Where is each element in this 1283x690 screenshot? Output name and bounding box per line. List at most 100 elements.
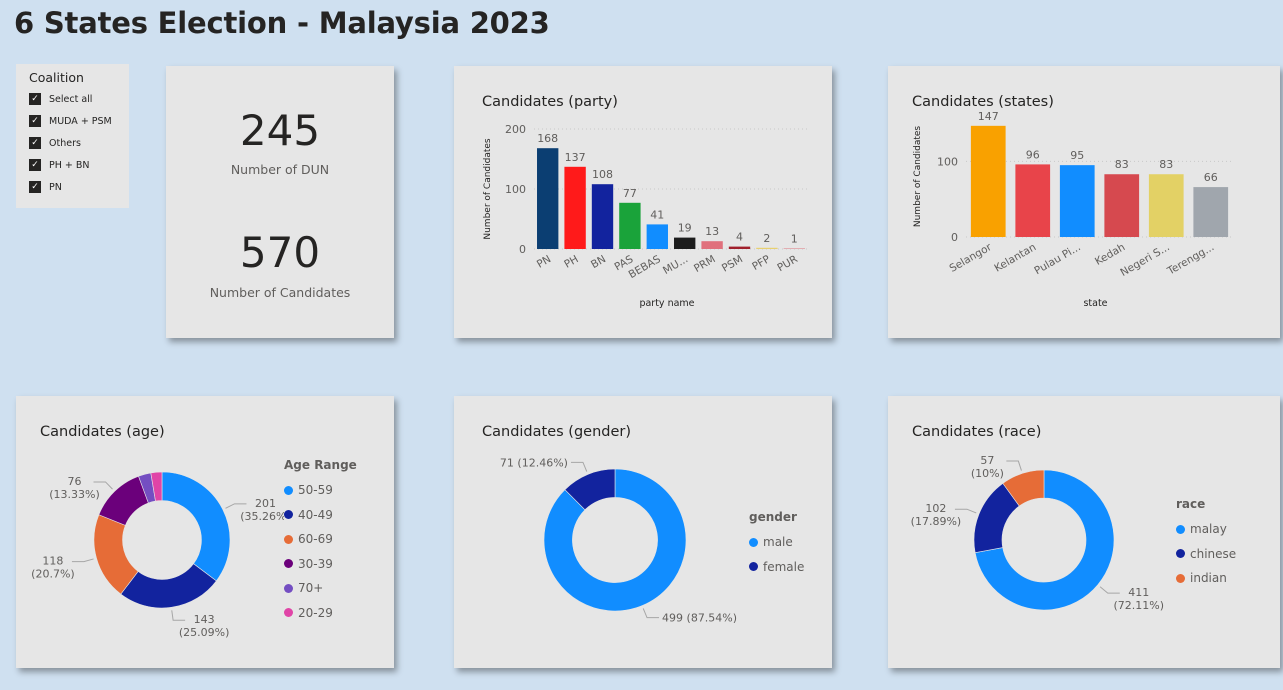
checkbox-checked-icon[interactable]: ✓ — [29, 115, 41, 127]
legend-label: 20-29 — [298, 605, 333, 620]
bar[interactable] — [619, 202, 641, 249]
bar[interactable] — [1059, 165, 1095, 237]
leader-line — [1099, 586, 1120, 594]
bar[interactable] — [537, 148, 559, 249]
leader-line — [642, 608, 660, 619]
x-tick-label: Negeri S... — [1118, 241, 1171, 279]
legend-dot-icon — [284, 510, 293, 520]
legend-dot-icon — [284, 485, 293, 495]
slicer-item-pn[interactable]: ✓ PN — [29, 178, 62, 196]
x-tick-label: PH — [562, 253, 580, 271]
data-label: 13 — [705, 225, 719, 238]
legend-label: malay — [1190, 522, 1227, 537]
bar[interactable] — [728, 246, 751, 249]
legend-dot-icon — [1176, 549, 1185, 559]
legend-dot-icon — [284, 534, 293, 544]
checkbox-checked-icon[interactable]: ✓ — [29, 159, 41, 171]
legend-item[interactable]: chinese — [1176, 542, 1236, 567]
slicer-item-ph-bn[interactable]: ✓ PH + BN — [29, 156, 90, 174]
slice-percent-label: (20.7%) — [31, 568, 75, 581]
chart-title: Candidates (gender) — [482, 424, 632, 440]
data-label: 66 — [1204, 171, 1218, 184]
bar[interactable] — [591, 184, 614, 249]
bar[interactable] — [674, 237, 696, 249]
checkbox-checked-icon[interactable]: ✓ — [29, 93, 41, 105]
slicer-title: Coalition — [29, 70, 84, 85]
checkbox-checked-icon[interactable]: ✓ — [29, 181, 41, 193]
donut-slice[interactable] — [564, 468, 616, 511]
legend-item[interactable]: 70+ — [284, 576, 357, 601]
candidate-count-label: Number of Candidates — [209, 285, 351, 300]
race-legend: race malay chinese indian — [1176, 497, 1236, 591]
bar[interactable] — [1015, 164, 1051, 237]
slicer-item-others[interactable]: ✓ Others — [29, 134, 81, 152]
x-tick-label: Kedah — [1093, 241, 1127, 268]
donut-slice[interactable] — [161, 471, 231, 582]
legend-dot-icon — [284, 559, 293, 569]
data-label: 83 — [1115, 158, 1129, 171]
legend-label: 40-49 — [298, 507, 333, 522]
legend-dot-icon — [1176, 573, 1185, 583]
legend-item[interactable]: indian — [1176, 566, 1236, 591]
bar[interactable] — [756, 247, 778, 249]
slice-percent-label: (72.11%) — [1114, 599, 1165, 612]
dun-count-value: 245 — [239, 106, 321, 155]
slice-value-label: 201 — [255, 497, 276, 510]
data-label: 83 — [1159, 158, 1173, 171]
legend-item[interactable]: 40-49 — [284, 503, 357, 528]
kpi-card: 245 Number of DUN 570 Number of Candidat… — [166, 66, 394, 338]
slicer-item-muda-psm[interactable]: ✓ MUDA + PSM — [29, 112, 112, 130]
legend-item[interactable]: 30-39 — [284, 552, 357, 577]
legend-dot-icon — [1176, 524, 1185, 534]
legend-label: chinese — [1190, 546, 1237, 561]
bar[interactable] — [1193, 187, 1229, 237]
slicer-item-label: Others — [49, 137, 81, 149]
legend-label: indian — [1190, 571, 1227, 586]
slicer-item-select-all[interactable]: ✓ Select all — [29, 90, 92, 108]
slice-value-label: 57 — [980, 454, 994, 467]
legend-item[interactable]: female — [749, 555, 804, 580]
legend-dot-icon — [749, 537, 758, 547]
x-tick-label: PRM — [692, 253, 718, 275]
legend-item[interactable]: 20-29 — [284, 601, 357, 626]
slicer-item-label: PH + BN — [49, 159, 90, 171]
x-tick-label: PFP — [750, 253, 772, 273]
candidate-count-value: 570 — [239, 228, 321, 277]
data-label: 77 — [623, 187, 637, 200]
x-tick-label: PUR — [775, 253, 799, 274]
donut-slice[interactable] — [150, 471, 163, 502]
x-axis-title: state — [1083, 298, 1107, 309]
y-tick-label: 0 — [951, 231, 958, 244]
donut-slice[interactable] — [974, 469, 1115, 611]
x-axis-title: party name — [639, 298, 694, 309]
leader-line — [71, 558, 94, 563]
legend-title: race — [1176, 497, 1206, 511]
legend-label: 30-39 — [298, 556, 333, 571]
legend-label: 50-59 — [298, 483, 333, 498]
legend-dot-icon — [284, 608, 293, 618]
chart-title: Candidates (states) — [912, 94, 1054, 110]
bar[interactable] — [564, 166, 586, 249]
slice-percent-label: (10%) — [971, 467, 1004, 480]
data-label: 96 — [1026, 148, 1040, 161]
bar[interactable] — [1148, 174, 1184, 237]
bar[interactable] — [783, 248, 805, 249]
legend-dot-icon — [284, 583, 293, 593]
bar[interactable] — [646, 224, 668, 249]
legend-item[interactable]: 50-59 — [284, 478, 357, 503]
bar[interactable] — [970, 125, 1006, 237]
legend-item[interactable]: malay — [1176, 517, 1236, 542]
slice-value-label: 118 — [42, 555, 63, 568]
checkbox-checked-icon[interactable]: ✓ — [29, 137, 41, 149]
bar[interactable] — [701, 241, 723, 249]
data-label: 19 — [678, 222, 692, 235]
legend-item[interactable]: 60-69 — [284, 527, 357, 552]
x-tick-label: MU... — [661, 253, 690, 277]
data-label: 2 — [763, 232, 770, 245]
bar[interactable] — [1104, 174, 1140, 237]
party-chart-card: Candidates (party) 0 100 200 168 PN 137 PH 108 B… — [454, 66, 832, 338]
legend-item[interactable]: male — [749, 530, 804, 555]
leader-line — [570, 461, 588, 472]
donut-slice[interactable] — [1002, 469, 1045, 507]
legend-title: Age Range — [284, 458, 357, 472]
